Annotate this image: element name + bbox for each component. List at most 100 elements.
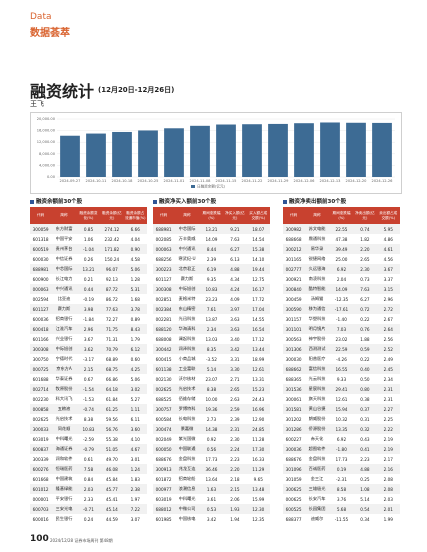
table-cell: 0.34 <box>360 516 370 522</box>
table-cell: 0.89 <box>130 316 140 322</box>
table-cell: 2.72 <box>376 304 400 314</box>
table-cell: 45.41 <box>105 496 118 502</box>
x-tick-label: 2024-11-15 <box>216 179 237 183</box>
table-cell: 14.54 <box>252 236 265 242</box>
table-cell: 12.90 <box>252 416 265 422</box>
table-cell: 23.02 <box>335 336 348 342</box>
table-cell: 300030 <box>285 356 302 362</box>
table-cell: 2.71 <box>230 376 240 382</box>
table-cell: 0.59 <box>353 344 377 354</box>
bar <box>294 123 314 177</box>
table-cell: 13.21 <box>76 264 101 274</box>
table-row: 300563 神宇股份 23.02 1.88 2.56 <box>283 334 400 344</box>
table-row: 002625 光启技术 8.38 59.56 6.11 <box>30 414 147 424</box>
bar <box>138 130 158 177</box>
table-cell: 2.15 <box>76 364 101 374</box>
table-cell: 0.92 <box>206 436 217 442</box>
table-cell: 000001 <box>32 496 49 502</box>
table-cell: 2.18 <box>230 476 240 482</box>
table-row: 600016 民生银行 0.24 44.59 3.07 <box>30 514 147 524</box>
table-cell: 300757 <box>153 404 175 414</box>
table-cell: 13.03 <box>205 336 218 342</box>
header-row: 代码 简称 期间涨跌幅(%) 净买入额(亿元) 买入额占成交额(%) <box>153 207 270 224</box>
table-row: 300308 中际旭创 3.62 70.79 6.12 <box>30 344 147 354</box>
table-cell: 6.27 <box>223 244 247 254</box>
table-cell: 9.65 <box>253 476 263 482</box>
table-cell: 佰维存储 <box>178 396 196 401</box>
column-header: 简称 <box>304 207 330 224</box>
table-cell: 超图软件 <box>304 444 330 454</box>
table-cell: 2.20 <box>353 244 377 254</box>
table-cell: 中国核电 <box>178 516 196 521</box>
table-cell: 300061 <box>285 396 302 402</box>
bar <box>216 124 236 177</box>
table-cell: 西测测试 <box>304 344 330 354</box>
chart: 0.00 4,000.00 8,000.00 12,000.00 16,000.00 20… <box>30 112 402 194</box>
table-cell: 鼎通科技 <box>308 236 326 241</box>
column-header: 融资余额(亿元) <box>100 207 124 224</box>
column-header: 融资余额变化(%) <box>76 207 101 224</box>
table-cell: 600519 <box>30 244 52 254</box>
table-row: 688981 中芯国际 13.21 9.21 18.07 <box>153 224 270 234</box>
table-cell: 0.56 <box>199 444 224 454</box>
table-cell: 51.05 <box>100 444 124 454</box>
table-row: 002594 比亚迪 -0.19 86.72 1.68 <box>30 294 147 304</box>
table-row: 301101 明月镜片 7.03 0.76 2.64 <box>283 324 400 334</box>
table-cell: 2.16 <box>376 464 400 474</box>
table-cell: -3.52 <box>206 356 217 362</box>
bar <box>268 123 288 177</box>
table-cell: 0.76 <box>353 324 377 334</box>
table-row: 000977 浪潮信息 1.63 2.15 13.48 <box>153 484 270 494</box>
table-cell: 易华录 <box>304 244 330 254</box>
table-cell: 301581 <box>283 404 305 414</box>
article-title: 融资统计 <box>30 82 95 101</box>
table-cell: 百诚医药 <box>304 464 330 474</box>
table-cell: -11.55 <box>334 516 349 522</box>
table-cell: 3.76 <box>336 496 347 502</box>
table-row: 300339 润和软件 0.61 49.70 3.01 <box>30 454 147 464</box>
table-cell: 22.55 <box>329 224 354 234</box>
table-cell: 300913 <box>153 464 175 474</box>
table-cell: 300212 <box>283 244 305 254</box>
table-cell: 6.13 <box>230 256 240 262</box>
table-cell: 招商银行 <box>55 316 73 321</box>
table-cell: 0.26 <box>83 256 94 262</box>
table-cell: 长安汽车 <box>308 496 326 501</box>
table-cell: 三雄极光 <box>304 484 330 494</box>
table-cell: 6.19 <box>199 264 224 274</box>
table-row: 300757 罗博特科 19.36 2.59 16.96 <box>153 404 270 414</box>
table-cell: 603019 <box>32 436 49 442</box>
table-cell: 牧原股份 <box>51 384 77 394</box>
table-cell: 96.07 <box>100 264 124 274</box>
table-cell: 华海清科 <box>174 324 200 334</box>
table-cell: 5.06 <box>123 264 147 274</box>
y-tick-label: 4,000.00 <box>39 163 56 167</box>
table-cell: 6.92 <box>336 436 347 442</box>
table-cell: 3.37 <box>383 276 393 282</box>
table-cell: 14.09 <box>329 284 354 294</box>
table-cell: 5.68 <box>329 504 354 514</box>
table-cell: 12.61 <box>335 396 348 402</box>
x-tick-label: 2024-12-13 <box>320 179 341 183</box>
table-cell: 300474 <box>153 424 175 434</box>
table-cell: 2.59 <box>223 404 247 414</box>
table-cell: 光启技术 <box>174 384 200 394</box>
table-cell: 恒瑞医药 <box>51 464 77 474</box>
table-cell: -1.54 <box>76 384 101 394</box>
table-cell: 45.14 <box>100 504 124 514</box>
table-cell: 4.04 <box>130 236 140 242</box>
table-cell: -1.80 <box>329 444 354 454</box>
table-cell: 兆龙互连 <box>174 464 200 474</box>
table-cell: 600418 <box>30 324 52 334</box>
table-cell: 宁德时代 <box>55 356 73 361</box>
table-cell: 601688 <box>32 376 49 382</box>
table-cell: 12.75 <box>252 276 265 282</box>
table-cell: 300308 <box>30 344 52 354</box>
table-cell: 66.86 <box>105 376 118 382</box>
table-cell: 171.82 <box>100 244 124 254</box>
table-cell: 1.88 <box>360 336 370 342</box>
table-cell: 4.10 <box>130 436 140 442</box>
table-cell: 12.61 <box>246 364 270 374</box>
table-cell: 8.38 <box>199 384 224 394</box>
table-cell: 12.30 <box>246 504 270 514</box>
